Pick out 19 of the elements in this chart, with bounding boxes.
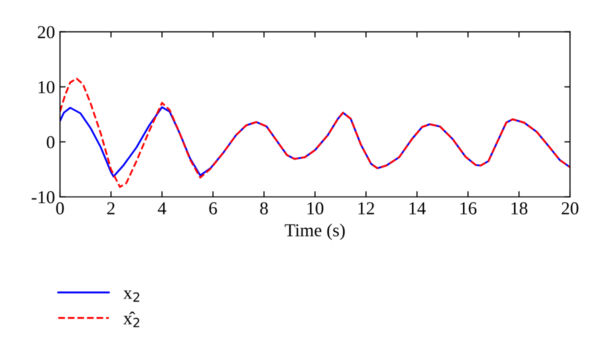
x-tick-label: 6 bbox=[209, 202, 217, 214]
x-tick-label: 2 bbox=[107, 202, 115, 214]
x-axis-title: Time (s) bbox=[284, 224, 345, 240]
line-series bbox=[60, 78, 570, 188]
x-tick-label: 20 bbox=[562, 202, 578, 214]
x-tick-label: 12 bbox=[358, 202, 374, 214]
x-tick-label: 18 bbox=[512, 202, 528, 214]
y-tick-label: -10 bbox=[32, 191, 54, 204]
legend-label: x$_{2}$ bbox=[123, 290, 140, 302]
legend-label: x̂$_{2}$ bbox=[123, 312, 140, 328]
x-tick-label: 8 bbox=[260, 202, 268, 214]
x-tick-label: 14 bbox=[410, 202, 426, 214]
x-tick-label: 4 bbox=[158, 202, 166, 214]
y-tick-label: 20 bbox=[38, 26, 54, 38]
y-tick-label: 0 bbox=[46, 136, 54, 148]
x-tick-label: 16 bbox=[460, 202, 476, 214]
x-tick-label: 10 bbox=[308, 202, 324, 214]
y-tick-label: 10 bbox=[38, 81, 54, 94]
x-tick-label: 0 bbox=[56, 202, 64, 214]
